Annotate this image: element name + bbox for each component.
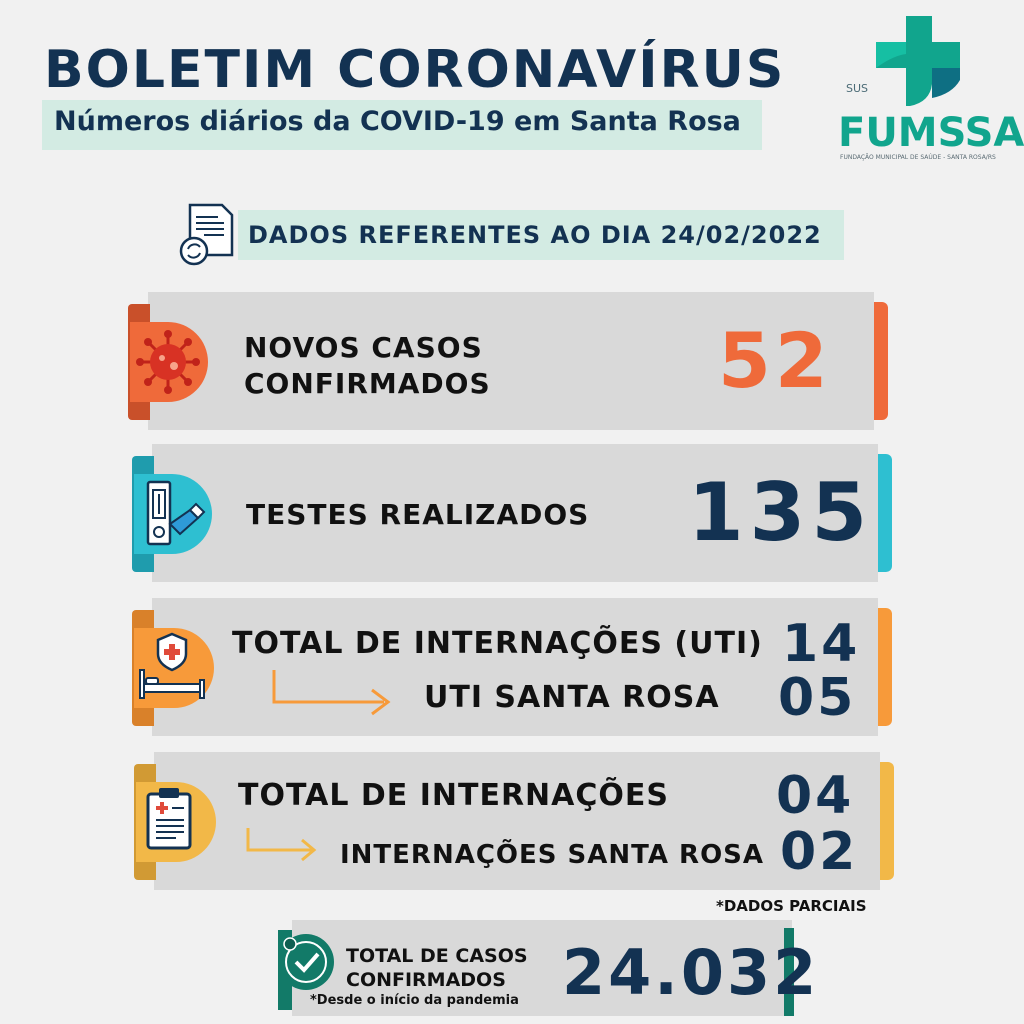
hospitalizations-santa-rosa-label: INTERNAÇÕES SANTA ROSA (340, 840, 765, 870)
icu-santa-rosa-value: 05 (778, 668, 857, 728)
new-cases-label-line2: CONFIRMADOS (244, 367, 491, 400)
logo-tagline: FUNDAÇÃO MUNICIPAL DE SAÚDE - SANTA ROSA… (840, 154, 996, 161)
total-cases-label-line2: CONFIRMADOS (346, 969, 506, 991)
hospitalizations-card (154, 752, 880, 890)
hospitalizations-total-label: TOTAL DE INTERNAÇÕES (238, 778, 669, 813)
check-badge-icon (278, 934, 334, 990)
icu-card (152, 598, 878, 736)
hospitalizations-arrow-icon (246, 828, 317, 862)
new-cases-label-line1: NOVOS CASOS (244, 331, 483, 364)
test-kit-icon (146, 480, 206, 546)
hospitalizations-right-tab (880, 762, 894, 880)
logo-name: FUMSSAR (838, 110, 1024, 156)
logo-sus-text: SUS (846, 82, 869, 95)
partial-data-note: *DADOS PARCIAIS (716, 897, 867, 915)
icu-santa-rosa-label: UTI SANTA ROSA (424, 680, 720, 715)
total-cases-value: 24.032 (562, 936, 820, 1009)
icu-right-tab (878, 608, 892, 726)
page-subtitle: Números diários da COVID-19 em Santa Ros… (54, 106, 741, 137)
date-background (238, 210, 844, 260)
tests-label: TESTES REALIZADOS (246, 498, 590, 531)
page-title: BOLETIM CORONAVÍRUS (44, 40, 786, 100)
total-cases-label: TOTAL DE CASOS CONFIRMADOS (346, 944, 528, 992)
new-cases-label: NOVOS CASOS CONFIRMADOS (244, 330, 491, 402)
new-cases-right-tab (874, 302, 888, 420)
tests-value: 135 (688, 466, 873, 559)
subtitle-background (42, 100, 762, 150)
icu-total-value: 14 (782, 614, 861, 674)
new-cases-card (148, 292, 874, 430)
hospitalizations-santa-rosa-value: 02 (780, 822, 859, 882)
icu-arrow-icon (272, 670, 391, 716)
clipboard-icon (146, 788, 192, 850)
total-cases-label-line1: TOTAL DE CASOS (346, 945, 528, 967)
icu-total-label: TOTAL DE INTERNAÇÕES (UTI) (232, 626, 763, 661)
date-label: DADOS REFERENTES AO DIA 24/02/2022 (248, 221, 822, 249)
health-cross-logo-icon (876, 16, 960, 106)
tests-right-tab (878, 454, 892, 572)
tests-card (152, 444, 878, 582)
document-refresh-icon (179, 203, 234, 266)
new-cases-value: 52 (718, 316, 832, 405)
total-cases-card (292, 920, 792, 1016)
virus-icon (136, 330, 200, 394)
total-cases-right-tab (784, 928, 794, 1016)
hospital-bed-icon (139, 632, 205, 699)
hospitalizations-total-value: 04 (776, 766, 855, 826)
total-cases-sub: *Desde o início da pandemia (310, 993, 519, 1008)
